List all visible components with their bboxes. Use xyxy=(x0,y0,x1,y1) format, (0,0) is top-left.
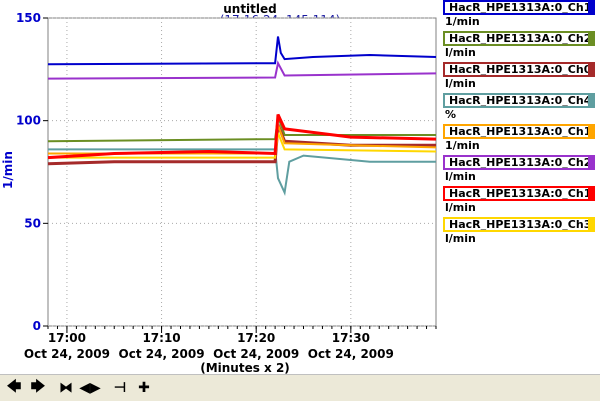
legend-color-swatch xyxy=(588,188,593,199)
x-axis: 17:00 Oct 24, 2009 17:10 Oct 24, 2009 17:20 O… xyxy=(24,326,437,361)
y-tick-label: 0 xyxy=(33,319,41,333)
legend-series-name[interactable]: HacR_HPE1313A:0_Ch41 xyxy=(443,93,595,108)
legend-unit: 1/min xyxy=(445,15,480,28)
toolbar: 🡄 🡆 ⧓ ◀▶ ⊣ ✚ xyxy=(0,374,600,401)
legend-color-swatch xyxy=(588,219,593,230)
plot-area xyxy=(47,17,437,327)
y-tick-label: 100 xyxy=(16,114,41,128)
legend-item[interactable]: HacR_HPE1313A:0_Ch1 l/min xyxy=(441,186,600,217)
legend-label: HacR_HPE1313A:0_Ch0 xyxy=(449,63,592,76)
legend-unit: 1/min xyxy=(445,139,480,152)
y-tick-label: 50 xyxy=(24,216,41,230)
x-tick-date: Oct 24, 2009 xyxy=(213,347,299,361)
legend-label: HacR_HPE1313A:0_Ch10 xyxy=(449,1,595,14)
x-tick-date: Oct 24, 2009 xyxy=(24,347,110,361)
legend-color-swatch xyxy=(588,64,593,75)
x-tick-time: 17:20 xyxy=(237,331,275,345)
legend-series-name[interactable]: HacR_HPE1313A:0_Ch33 xyxy=(443,217,595,232)
line-chart[interactable]: untitled (17:16:24, 145.114) 1/min 05010… xyxy=(0,0,600,374)
legend-label: HacR_HPE1313A:0_Ch41 xyxy=(449,94,595,107)
zoom-out-x-button[interactable]: ◀▶ xyxy=(79,379,101,396)
legend-color-swatch xyxy=(588,157,593,168)
add-cursor-button[interactable]: ✚ xyxy=(138,379,150,396)
legend: HacR_HPE1313A:0_Ch10 1/min HacR_HPE1313A:0… xyxy=(441,0,600,248)
x-tick-time: 17:10 xyxy=(142,331,180,345)
legend-series-name[interactable]: HacR_HPE1313A:0_Ch10 xyxy=(443,0,595,15)
y-tick-label: 150 xyxy=(16,11,41,25)
y-axis: 0 50 100 150 xyxy=(16,11,48,333)
legend-color-swatch xyxy=(588,33,593,44)
legend-series-name[interactable]: HacR_HPE1313A:0_Ch22 xyxy=(443,155,595,170)
x-tick-date: Oct 24, 2009 xyxy=(119,347,205,361)
legend-color-swatch xyxy=(588,2,593,13)
x-tick-time: 17:00 xyxy=(48,331,86,345)
legend-color-swatch xyxy=(588,95,593,106)
legend-series-name[interactable]: HacR_HPE1313A:0_Ch0 xyxy=(443,62,595,77)
legend-unit: % xyxy=(445,108,457,121)
legend-series-name[interactable]: HacR_HPE1313A:0_Ch1 xyxy=(443,186,595,201)
legend-unit: l/min xyxy=(445,170,476,183)
legend-item[interactable]: HacR_HPE1313A:0_Ch11 1/min xyxy=(441,124,600,155)
legend-label: HacR_HPE1313A:0_Ch1 xyxy=(449,187,592,200)
legend-series-name[interactable]: HacR_HPE1313A:0_Ch21 xyxy=(443,31,595,46)
legend-unit: l/min xyxy=(445,77,476,90)
zoom-in-x-button[interactable]: ⧓ xyxy=(59,379,73,396)
legend-color-swatch xyxy=(588,126,593,137)
legend-label: HacR_HPE1313A:0_Ch33 xyxy=(449,218,595,231)
legend-unit: l/min xyxy=(445,201,476,214)
grid xyxy=(48,17,436,327)
series-line-hacr-hpe1313a-0-ch10 xyxy=(47,36,437,66)
legend-unit: l/min xyxy=(445,46,476,59)
chart-title: untitled xyxy=(223,2,277,16)
series-lines xyxy=(47,36,437,196)
legend-item[interactable]: HacR_HPE1313A:0_Ch41% xyxy=(441,93,600,124)
x-axis-label: (Minutes x 2) xyxy=(200,361,290,374)
series-line-hacr-hpe1313a-0-ch1 xyxy=(47,113,437,160)
legend-item[interactable]: HacR_HPE1313A:0_Ch10 1/min xyxy=(441,0,600,31)
scroll-right-button[interactable]: 🡆 xyxy=(30,378,46,395)
legend-item[interactable]: HacR_HPE1313A:0_Ch0 l/min xyxy=(441,62,600,93)
y-axis-label: 1/min xyxy=(1,151,15,189)
cursor-button[interactable]: ⊣ xyxy=(113,379,127,396)
legend-series-name[interactable]: HacR_HPE1313A:0_Ch11 xyxy=(443,124,595,139)
series-line-hacr-hpe1313a-0-ch22 xyxy=(47,60,437,80)
legend-label: HacR_HPE1313A:0_Ch21 xyxy=(449,32,595,45)
legend-unit: l/min xyxy=(445,232,476,245)
legend-label: HacR_HPE1313A:0_Ch11 xyxy=(449,125,595,138)
legend-item[interactable]: HacR_HPE1313A:0_Ch22 l/min xyxy=(441,155,600,186)
legend-item[interactable]: HacR_HPE1313A:0_Ch33 l/min xyxy=(441,217,600,248)
x-tick-date: Oct 24, 2009 xyxy=(308,347,394,361)
scroll-left-button[interactable]: 🡄 xyxy=(6,378,22,395)
legend-label: HacR_HPE1313A:0_Ch22 xyxy=(449,156,595,169)
legend-item[interactable]: HacR_HPE1313A:0_Ch21 l/min xyxy=(441,31,600,62)
x-tick-time: 17:30 xyxy=(332,331,370,345)
